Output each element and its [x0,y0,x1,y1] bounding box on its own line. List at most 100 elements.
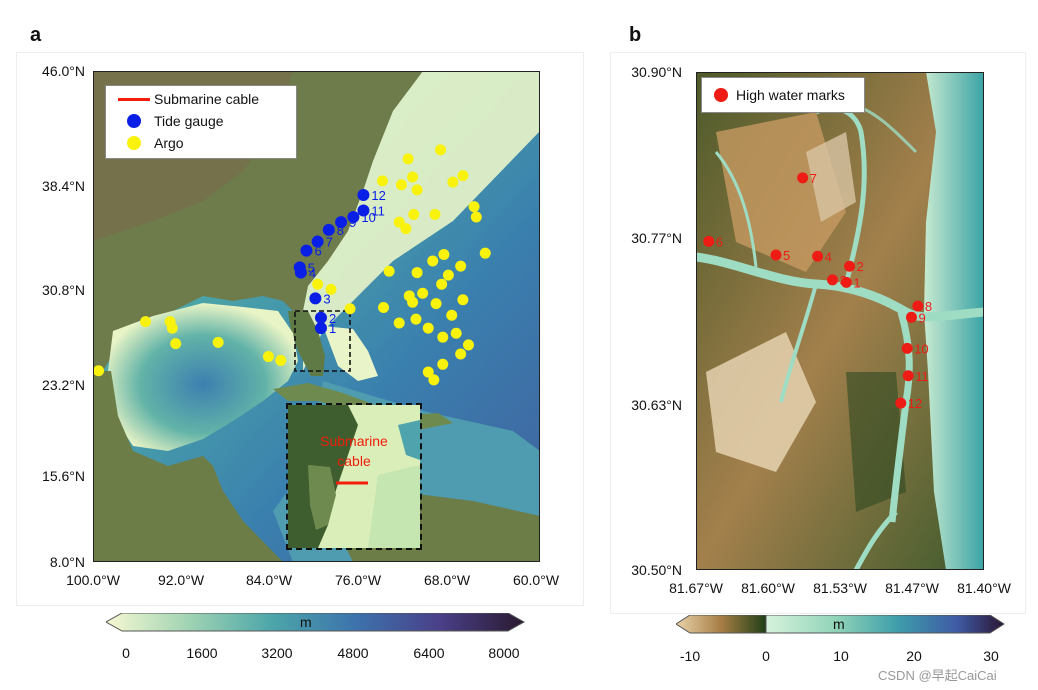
argo-float-point [411,184,423,196]
map-a-border [93,71,540,562]
cb-a-tick: 4800 [337,645,369,661]
argo-float-point [417,287,429,299]
legend-hwm-symbol [714,88,728,102]
tide-gauge-point [357,189,370,202]
inset-border [286,403,422,550]
b-ytick: 30.77°N [631,230,682,246]
argo-float-point [400,223,412,235]
land-mexico [93,371,283,562]
argo-float-point [275,354,287,366]
high-water-mark-label: 1 [853,275,860,290]
tide-gauge-label: 6 [314,244,321,259]
b-xtick: 81.53°W [813,580,867,596]
argo-float-point [408,208,420,220]
high-water-mark-label: 10 [914,341,928,356]
tide-gauge-point [309,292,322,305]
argo-float-point [468,201,480,213]
a-xtick: 68.0°W [423,572,471,588]
cb-a-tick: 1600 [186,645,218,661]
tide-gauge-point [314,322,327,335]
argo-float-point [393,317,405,329]
a-ytick: 8.0°N [49,554,85,570]
argo-float-point [479,247,491,259]
high-water-mark-label: 5 [783,248,790,263]
argo-float-point [437,358,449,370]
cb-b-tick: 20 [906,648,922,664]
b-ytick: 30.63°N [631,397,682,413]
argo-float-point [378,301,390,313]
argo-float-point [457,170,469,182]
argo-float-point [407,296,419,308]
tide-gauge-point [347,211,360,224]
a-ytick: 46.0°N [42,63,85,79]
cb-a-tick: 8000 [488,645,520,661]
inset-map: Submarine cable [286,403,422,550]
legend-cable-label: Submarine cable [154,91,260,107]
tide-gauge-point [293,261,306,274]
b-xtick: 81.60°W [741,580,795,596]
colorbar-a-unit: m [300,614,312,630]
argo-float-point [166,322,178,334]
high-water-mark-point [912,300,924,312]
argo-float-point [410,313,422,325]
high-water-mark-label: 2 [857,259,864,274]
high-water-mark-point [895,397,907,409]
high-water-mark-label: 4 [825,249,832,264]
legend-argo-symbol [127,136,141,150]
cb-a-tick: 0 [122,645,130,661]
high-water-mark-point [905,311,917,323]
argo-float-point [429,208,441,220]
argo-float-point [438,248,450,260]
atlantic-ocean [924,72,984,570]
panel-a-frame [16,52,584,606]
argo-float-point [436,278,448,290]
argo-float-point [407,171,419,183]
cb-a-tick: 6400 [413,645,445,661]
high-water-mark-label: 11 [915,369,929,384]
cb-b-tick: 10 [833,648,849,664]
argo-float-point [455,260,467,272]
argo-float-point [262,351,274,363]
legend-argo-label: Argo [154,135,184,151]
tide-gauge-point [300,244,313,257]
b-ytick: 30.90°N [631,64,682,80]
argo-float-point [212,336,224,348]
high-water-mark-point [703,235,715,247]
a-xtick: 60.0°W [512,572,560,588]
high-water-mark-label: 12 [908,396,922,411]
argo-float-point [442,269,454,281]
tide-gauge-label: 2 [329,311,336,326]
argo-float-point [437,331,449,343]
legend-tide-label: Tide gauge [154,113,224,129]
argo-float-point [402,153,414,165]
legend-tide-symbol [127,114,141,128]
cb-b-tick: 0 [762,648,770,664]
a-xtick: 100.0°W [66,572,120,588]
a-xtick: 76.0°W [334,572,382,588]
high-water-mark-point [844,260,856,272]
a-ytick: 23.2°N [42,377,85,393]
tide-gauge-point [335,216,348,229]
argo-float-point [428,374,440,386]
tide-gauge-label: 3 [323,291,330,306]
argo-float-point [470,211,482,223]
cb-a-tick: 3200 [261,645,293,661]
tide-gauge-label: 12 [371,188,385,203]
argo-float-point [422,366,434,378]
argo-float-point [376,175,388,187]
argo-float-point [446,309,458,321]
argo-float-point [455,348,467,360]
panel-a-label: a [30,24,42,46]
high-water-mark-point [840,276,852,288]
cb-b-tick: 30 [983,648,999,664]
tide-gauge-label: 11 [371,204,385,219]
argo-float-point [435,144,447,156]
a-xtick: 92.0°W [157,572,205,588]
tide-gauge-label: 5 [308,260,315,275]
high-water-mark-label: 8 [925,299,932,314]
panel-b-label: b [629,24,642,46]
gulf-of-mexico [108,303,298,451]
high-water-mark-label: 9 [918,310,925,325]
tide-gauge-point [314,311,327,324]
